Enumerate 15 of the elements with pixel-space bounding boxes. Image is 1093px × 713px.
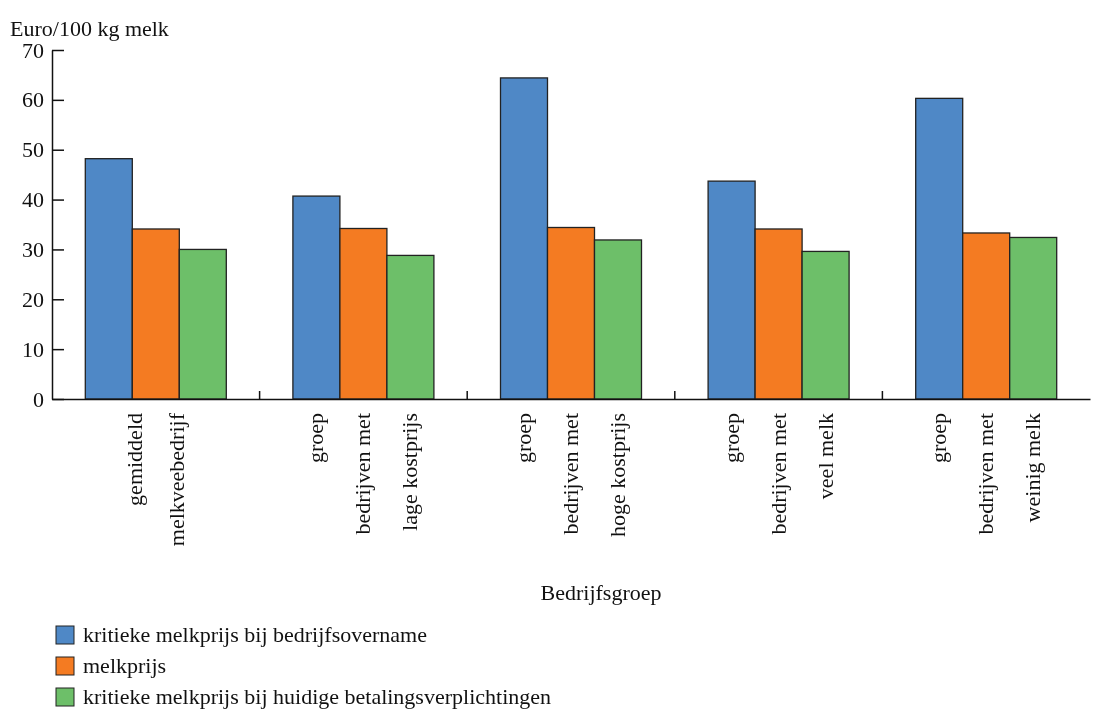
- y-tick-label: 40: [22, 187, 44, 213]
- x-tick-label: groep bedrijven met weinig melk: [926, 413, 1046, 535]
- y-tick-label: 50: [22, 137, 44, 163]
- y-tick-label: 20: [22, 286, 44, 312]
- y-tick-label: 30: [22, 236, 44, 262]
- legend-label: melkprijs: [83, 653, 167, 678]
- x-tick-label: groep bedrijven met veel melk: [718, 413, 838, 535]
- y-tick-label: 60: [22, 87, 44, 113]
- legend-label: kritieke melkprijs bij bedrijfsovername: [83, 622, 427, 647]
- x-tick-label: groep bedrijven met lage kostprijs: [303, 413, 423, 535]
- x-tick-label: gemiddeld melkveebedrijf: [121, 412, 189, 547]
- y-tick-label: 0: [33, 386, 44, 412]
- legend-label: kritieke melkprijs bij huidige betalingsverplichtingen: [83, 684, 552, 709]
- x-axis-title: Bedrijfsgroep: [540, 580, 662, 605]
- y-tick-label: 10: [22, 336, 44, 362]
